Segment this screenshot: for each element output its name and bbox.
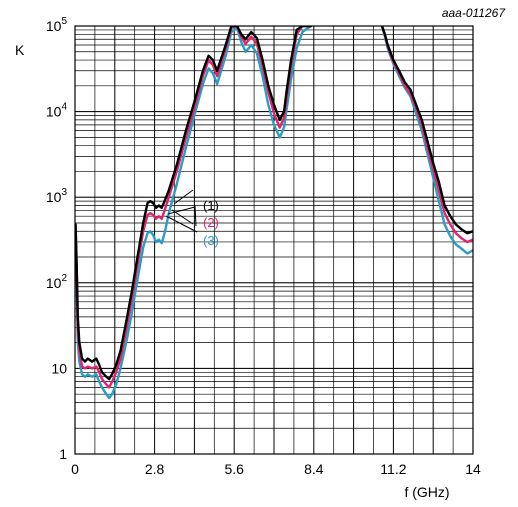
- y-tick-label: 103: [46, 187, 68, 205]
- legend: (1) (2) (3): [165, 189, 219, 248]
- legend-leader-line: [171, 209, 194, 225]
- y-tick-label: 104: [46, 102, 68, 120]
- plot-frame: [74, 25, 474, 455]
- y-tick-label: 102: [46, 273, 68, 291]
- y-tick-label: 1: [59, 446, 67, 462]
- x-axis-ticks: 0 2.8 5.6 8.4 11.2 14: [71, 461, 481, 477]
- x-tick-label: 5.6: [224, 461, 244, 477]
- series-line-2: [75, 26, 313, 389]
- legend-label-series-3: (3): [203, 233, 219, 248]
- series-line-3: [75, 26, 313, 400]
- legend-leader-line: [173, 189, 194, 205]
- series-layer: [75, 26, 473, 400]
- legend-leader-line: [167, 206, 196, 215]
- x-tick-label: 8.4: [304, 461, 324, 477]
- x-tick-label: 0: [71, 461, 79, 477]
- legend-leader-line: [165, 215, 198, 233]
- series-line-1: [75, 26, 313, 381]
- x-axis-title: f (GHz): [404, 484, 449, 500]
- series-line-1: [380, 26, 473, 235]
- y-axis-title: K: [15, 42, 25, 58]
- legend-label-series-2: (2): [203, 215, 219, 230]
- y-tick-label: 105: [46, 16, 68, 34]
- y-tick-label: 10: [51, 360, 67, 376]
- x-tick-label: 2.8: [145, 461, 165, 477]
- x-tick-label: 14: [465, 461, 481, 477]
- x-tick-label: 11.2: [380, 461, 406, 477]
- series-line-2: [380, 26, 473, 244]
- y-axis-ticks: 1 10 102 103 104 105: [46, 16, 68, 462]
- legend-leader-line: [194, 205, 197, 227]
- legend-label-series-1: (1): [203, 198, 219, 213]
- figure-id: aaa-011267: [442, 6, 506, 20]
- grid: [75, 26, 473, 454]
